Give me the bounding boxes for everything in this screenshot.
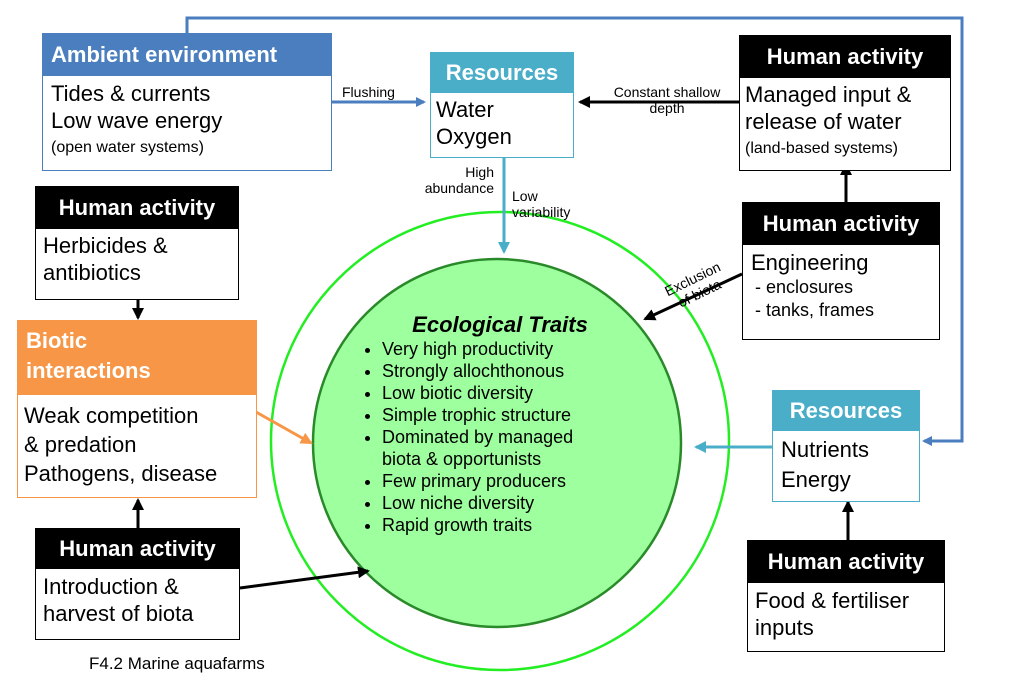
resources-water-body: Water Oxygen xyxy=(431,93,573,153)
trait-item: Very high productivity xyxy=(382,338,640,360)
flushing-label: Flushing xyxy=(342,84,395,100)
human-engineering-line3: - tanks, frames xyxy=(751,299,931,322)
resources-water-line2: Oxygen xyxy=(436,123,568,150)
biotic-header: Biotic interactions xyxy=(18,321,256,395)
human-introduction-box: Human activity Introduction & harvest of… xyxy=(35,528,240,640)
human-food-header: Human activity xyxy=(748,541,944,583)
human-water-note: (land-based systems) xyxy=(745,135,945,162)
human-food-line2: inputs xyxy=(755,614,937,641)
trait-item: Dominated by managed xyxy=(382,426,640,448)
human-introduction-body: Introduction & harvest of biota xyxy=(36,569,239,631)
resources-nutrients-header: Resources xyxy=(773,391,919,431)
trait-item: Low biotic diversity xyxy=(382,382,640,404)
figure-caption: F4.2 Marine aquafarms xyxy=(89,654,265,674)
trait-item: Rapid growth traits xyxy=(382,514,640,536)
ambient-environment-box: Ambient environment Tides & currents Low… xyxy=(42,33,332,171)
trait-item: Simple trophic structure xyxy=(382,404,640,426)
biotic-header-line2: interactions xyxy=(26,356,248,386)
human-food-line1: Food & fertiliser xyxy=(755,587,937,614)
trait-item-continuation: biota & opportunists xyxy=(360,448,640,470)
human-water-header: Human activity xyxy=(740,36,950,78)
human-herbicides-line2: antibiotics xyxy=(43,259,231,286)
trait-item: Few primary producers xyxy=(382,470,640,492)
low-variability-label: Low variability xyxy=(512,188,570,220)
human-food-box: Human activity Food & fertiliser inputs xyxy=(747,540,945,652)
human-water-box: Human activity Managed input & release o… xyxy=(739,35,951,171)
ambient-body: Tides & currents Low wave energy (open w… xyxy=(43,76,331,165)
resources-nutrients-line1: Nutrients xyxy=(781,435,911,465)
ecological-traits-title: Ecological Traits xyxy=(360,314,640,336)
constant-depth-line2: depth xyxy=(602,100,732,116)
biotic-line2: & predation xyxy=(24,430,250,459)
human-herbicides-line1: Herbicides & xyxy=(43,232,231,259)
constant-depth-label: Constant shallow depth xyxy=(602,84,732,116)
constant-depth-line1: Constant shallow xyxy=(602,84,732,100)
human-water-line2: release of water xyxy=(745,108,945,135)
biotic-line1: Weak competition xyxy=(24,401,250,430)
human-introduction-header: Human activity xyxy=(36,529,239,569)
ambient-header: Ambient environment xyxy=(43,34,331,76)
human-herbicides-header: Human activity xyxy=(36,187,238,229)
human-engineering-body: Engineering - enclosures - tanks, frames xyxy=(743,245,939,326)
human-introduction-line2: harvest of biota xyxy=(43,600,232,627)
resources-water-box: Resources Water Oxygen xyxy=(430,52,574,158)
high-abundance-line1: High xyxy=(410,164,494,180)
high-abundance-line2: abundance xyxy=(410,180,494,196)
biotic-header-line1: Biotic xyxy=(26,326,248,356)
resources-nutrients-line2: Energy xyxy=(781,465,911,495)
human-food-body: Food & fertiliser inputs xyxy=(748,583,944,645)
biotic-to-traits-arrow xyxy=(256,412,311,443)
resources-nutrients-body: Nutrients Energy xyxy=(773,431,919,499)
human-engineering-box: Human activity Engineering - enclosures … xyxy=(742,202,940,340)
trait-item: Strongly allochthonous xyxy=(382,360,640,382)
trait-item: Low niche diversity xyxy=(382,492,640,514)
ambient-line2: Low wave energy xyxy=(51,107,323,134)
human-engineering-line2: - enclosures xyxy=(751,276,931,299)
human-herbicides-box: Human activity Herbicides & antibiotics xyxy=(35,186,239,300)
resources-water-line1: Water xyxy=(436,96,568,123)
resources-water-header: Resources xyxy=(431,53,573,93)
low-variability-line1: Low xyxy=(512,188,570,204)
human-engineering-line1: Engineering xyxy=(751,249,931,276)
ambient-note: (open water systems) xyxy=(51,134,323,161)
introduction-to-traits-arrow xyxy=(240,571,368,588)
ambient-line1: Tides & currents xyxy=(51,80,323,107)
biotic-body: Weak competition & predation Pathogens, … xyxy=(18,395,256,494)
human-water-body: Managed input & release of water (land-b… xyxy=(740,78,950,165)
low-variability-line2: variability xyxy=(512,204,570,220)
high-abundance-label: High abundance xyxy=(410,164,494,196)
human-herbicides-body: Herbicides & antibiotics xyxy=(36,229,238,289)
human-engineering-header: Human activity xyxy=(743,203,939,245)
biotic-interactions-box: Biotic interactions Weak competition & p… xyxy=(17,320,257,498)
biotic-line3: Pathogens, disease xyxy=(24,459,250,488)
human-water-line1: Managed input & xyxy=(745,81,945,108)
resources-nutrients-box: Resources Nutrients Energy xyxy=(772,390,920,502)
traits-bullet-list: Very high productivity Strongly allochth… xyxy=(360,338,640,448)
traits-bullet-list-2: Few primary producers Low niche diversit… xyxy=(360,470,640,536)
ecological-traits-list: Ecological Traits Very high productivity… xyxy=(360,314,640,536)
human-introduction-line1: Introduction & xyxy=(43,573,232,600)
